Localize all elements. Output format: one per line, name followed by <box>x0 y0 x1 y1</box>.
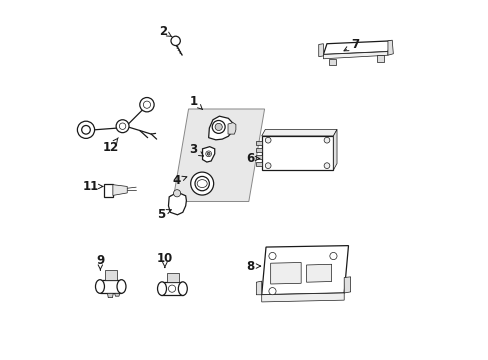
Circle shape <box>140 98 154 112</box>
Polygon shape <box>333 130 336 170</box>
Circle shape <box>212 121 224 134</box>
Circle shape <box>173 190 180 197</box>
Polygon shape <box>202 147 214 162</box>
Circle shape <box>81 126 90 134</box>
Polygon shape <box>387 40 392 55</box>
Polygon shape <box>107 293 113 298</box>
Polygon shape <box>166 273 179 282</box>
Circle shape <box>265 163 270 168</box>
Polygon shape <box>318 44 323 57</box>
Polygon shape <box>104 184 113 197</box>
Text: 1: 1 <box>189 95 202 109</box>
Polygon shape <box>172 109 264 202</box>
Circle shape <box>119 123 125 130</box>
Text: 4: 4 <box>172 174 186 187</box>
Circle shape <box>168 285 175 292</box>
Polygon shape <box>323 41 391 54</box>
Text: 5: 5 <box>157 208 171 221</box>
Polygon shape <box>104 270 117 280</box>
Polygon shape <box>115 293 120 296</box>
Polygon shape <box>256 162 261 166</box>
Polygon shape <box>168 192 186 215</box>
Circle shape <box>324 137 329 143</box>
Polygon shape <box>161 282 183 296</box>
Ellipse shape <box>197 180 207 188</box>
Circle shape <box>143 101 150 108</box>
Circle shape <box>195 176 209 191</box>
Ellipse shape <box>95 280 104 293</box>
Polygon shape <box>323 51 387 59</box>
Circle shape <box>324 163 329 168</box>
Circle shape <box>190 172 213 195</box>
Polygon shape <box>227 123 235 134</box>
Text: 2: 2 <box>158 25 172 38</box>
Polygon shape <box>113 185 127 195</box>
Ellipse shape <box>157 282 166 296</box>
Circle shape <box>207 152 210 155</box>
Polygon shape <box>376 55 384 62</box>
Circle shape <box>268 252 276 260</box>
Polygon shape <box>261 136 333 170</box>
Circle shape <box>268 288 276 295</box>
Text: 10: 10 <box>157 252 173 267</box>
Polygon shape <box>256 140 261 145</box>
Text: 6: 6 <box>245 152 259 165</box>
Polygon shape <box>261 246 348 295</box>
Circle shape <box>215 123 222 131</box>
Polygon shape <box>328 59 335 64</box>
Text: 3: 3 <box>189 143 203 156</box>
Ellipse shape <box>117 280 126 293</box>
Polygon shape <box>270 262 301 284</box>
Polygon shape <box>261 130 336 136</box>
Text: 12: 12 <box>103 138 119 153</box>
Circle shape <box>329 252 336 260</box>
Polygon shape <box>261 293 344 302</box>
Circle shape <box>116 120 129 133</box>
Polygon shape <box>256 155 261 159</box>
Circle shape <box>205 151 211 157</box>
Circle shape <box>171 36 180 45</box>
Text: 11: 11 <box>83 180 102 193</box>
Ellipse shape <box>178 282 187 296</box>
Circle shape <box>77 121 94 138</box>
Polygon shape <box>306 264 331 282</box>
Text: 8: 8 <box>245 260 260 273</box>
Polygon shape <box>100 280 121 293</box>
Polygon shape <box>208 116 233 140</box>
Polygon shape <box>344 277 350 293</box>
Text: 9: 9 <box>96 254 104 270</box>
Circle shape <box>265 137 270 143</box>
Polygon shape <box>256 281 261 295</box>
Text: 7: 7 <box>343 38 359 51</box>
Polygon shape <box>256 148 261 152</box>
